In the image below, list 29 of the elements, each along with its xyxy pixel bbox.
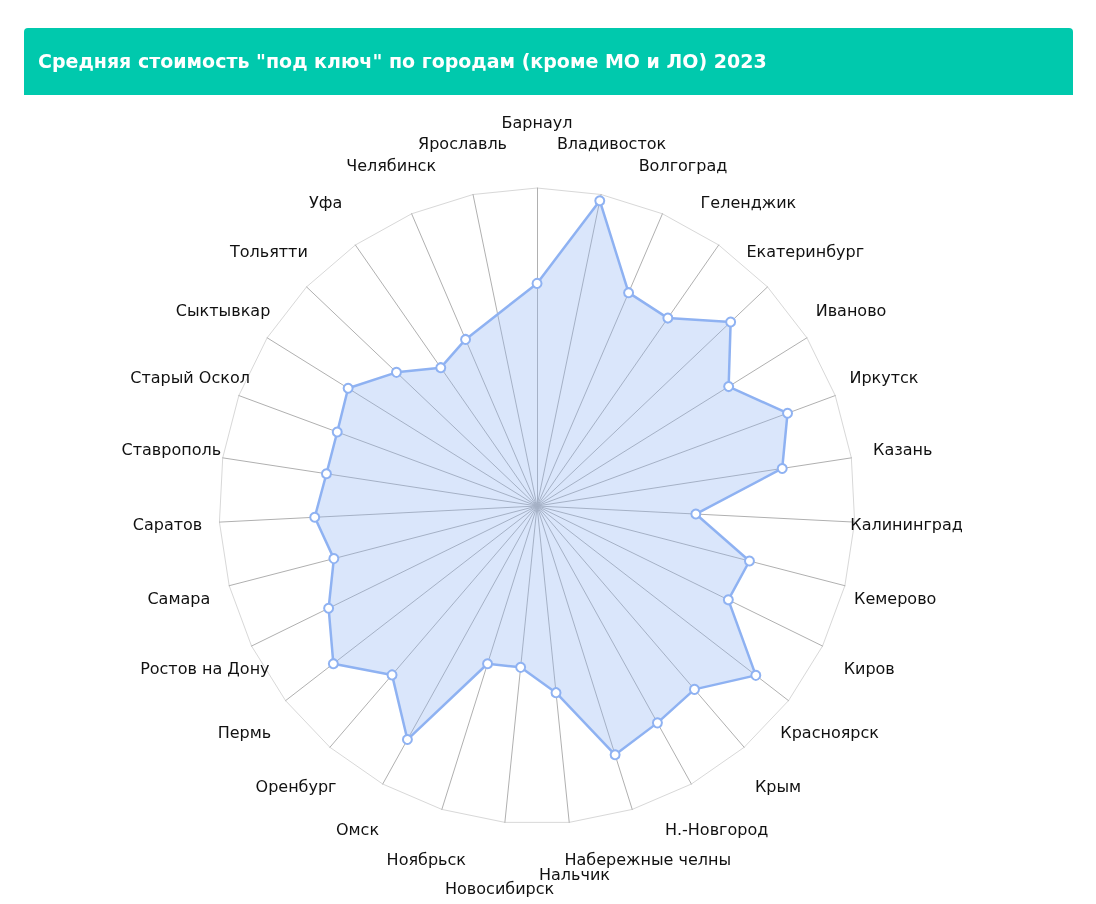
- spoke-label: Ставрополь: [121, 440, 222, 460]
- spoke-label: Ноябрьск: [386, 849, 467, 869]
- spoke-label: Красноярск: [780, 722, 880, 742]
- spoke-label: Екатеринбург: [746, 241, 865, 261]
- spoke-label: Самара: [147, 589, 211, 609]
- spoke-label: Киров: [843, 659, 895, 679]
- spoke-label: Пермь: [217, 722, 272, 742]
- spoke-label: Крым: [754, 777, 802, 797]
- spoke-label: Челябинск: [346, 156, 437, 176]
- chart-title: Средняя стоимость "под ключ" по городам (кроме МО и ЛО) 2023: [24, 28, 1073, 95]
- spoke-label: Ярославль: [418, 134, 508, 154]
- spoke-label: Казань: [873, 440, 933, 460]
- spoke-label: Иркутск: [849, 368, 919, 387]
- spoke-label: Калининград: [850, 515, 963, 535]
- spoke-label: Н.-Новгород: [664, 820, 769, 840]
- spoke-label: Старый Оскол: [130, 368, 250, 387]
- spoke-label: Геленджик: [700, 192, 797, 212]
- spoke-label: Барнаул: [501, 112, 573, 132]
- spoke-label: Саратов: [132, 515, 203, 535]
- spoke-label: Сыктывкар: [175, 300, 271, 320]
- spoke-label: Тольятти: [228, 241, 308, 261]
- spoke-label: Волгоград: [638, 156, 728, 176]
- spoke-label: Иваново: [815, 300, 887, 320]
- spoke-label: Омск: [335, 820, 380, 840]
- spoke-label: Оренбург: [255, 777, 337, 797]
- spoke-label: Владивосток: [556, 134, 667, 154]
- spoke-label: Уфа: [309, 192, 343, 212]
- spoke-label: Кемерово: [854, 589, 937, 609]
- spoke-label: Ростов на Дону: [140, 659, 270, 679]
